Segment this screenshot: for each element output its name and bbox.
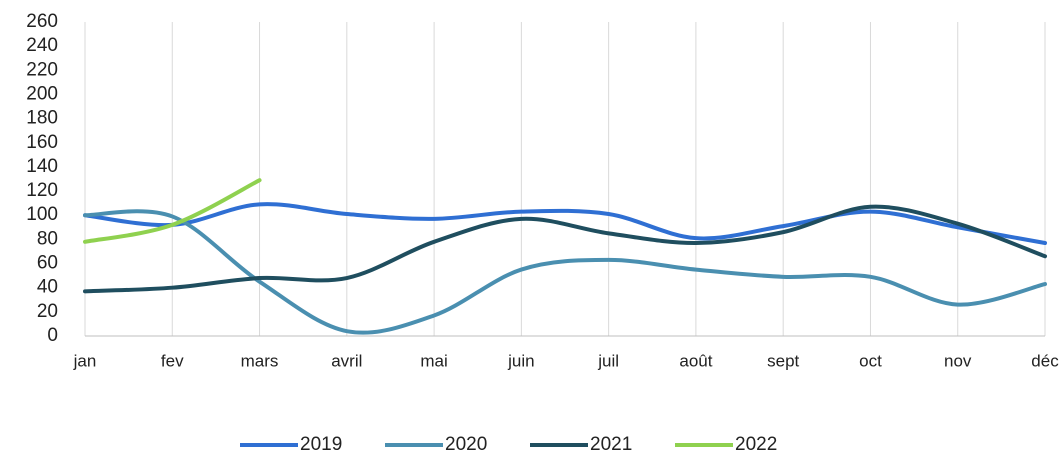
x-tick-label: juin xyxy=(507,351,534,370)
y-tick-label: 220 xyxy=(26,59,58,80)
y-tick-label: 60 xyxy=(37,253,58,274)
y-tick-label: 40 xyxy=(37,277,58,298)
legend-label: 2021 xyxy=(590,434,632,455)
x-tick-label: nov xyxy=(944,351,972,370)
y-tick-label: 120 xyxy=(26,180,58,201)
series-line xyxy=(83,178,262,244)
x-tick-label: déc xyxy=(1031,351,1059,370)
y-tick-label: 260 xyxy=(26,11,58,32)
y-tick-label: 100 xyxy=(26,204,58,225)
legend-label: 2022 xyxy=(735,434,777,455)
y-tick-label: 140 xyxy=(26,156,58,177)
y-tick-label: 200 xyxy=(26,83,58,104)
y-tick-label: 240 xyxy=(26,35,58,56)
x-tick-label: fev xyxy=(161,351,184,370)
y-tick-label: 20 xyxy=(37,301,58,322)
x-tick-label: jan xyxy=(73,351,97,370)
series-line xyxy=(83,204,1047,294)
y-tick-label: 180 xyxy=(26,108,58,129)
x-tick-label: oct xyxy=(859,351,882,370)
y-tick-label: 80 xyxy=(37,228,58,249)
x-tick-label: avril xyxy=(331,351,362,370)
y-tick-label: 160 xyxy=(26,132,58,153)
x-tick-label: mars xyxy=(241,351,279,370)
series-line xyxy=(83,202,1047,246)
y-tick-label: 0 xyxy=(47,325,58,346)
legend-label: 2020 xyxy=(445,434,487,455)
series-line xyxy=(83,209,1047,335)
x-tick-label: mai xyxy=(420,351,447,370)
x-tick-label: juil xyxy=(597,351,619,370)
legend-label: 2019 xyxy=(300,434,342,455)
x-tick-label: sept xyxy=(767,351,799,370)
x-tick-label: août xyxy=(679,351,712,370)
